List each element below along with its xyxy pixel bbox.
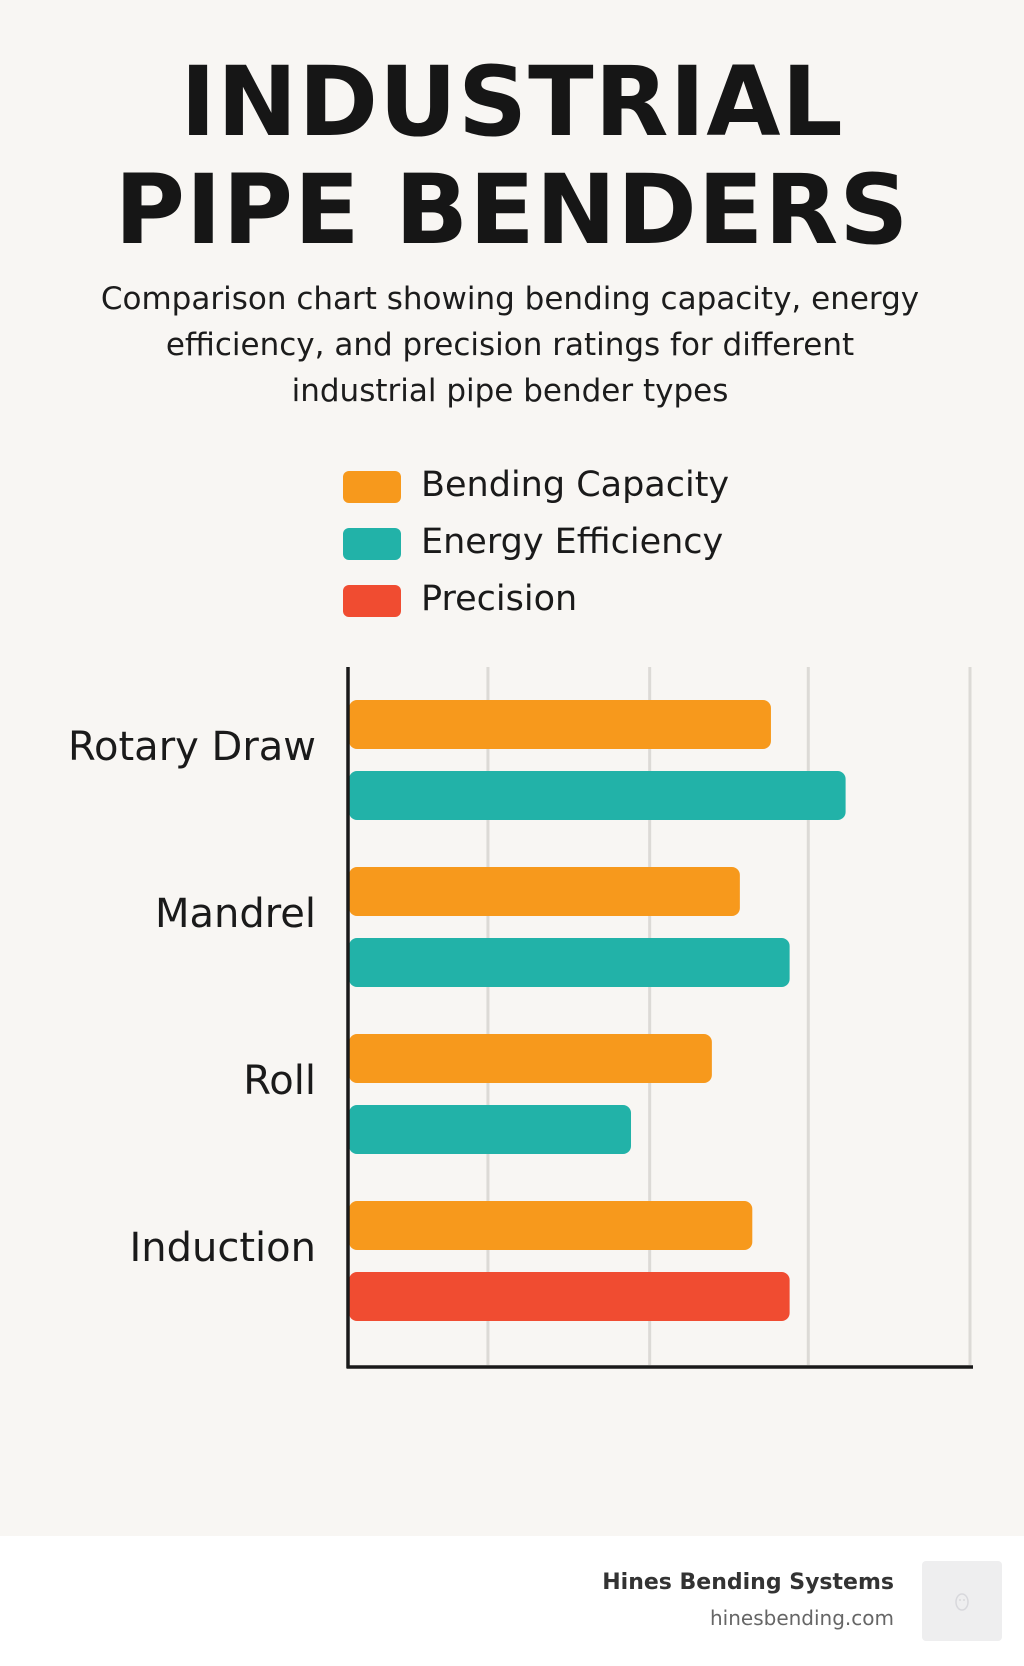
category-label: Rotary Draw	[68, 724, 316, 770]
category-label: Induction	[129, 1225, 316, 1271]
legend-label-precision: Precision	[421, 579, 578, 619]
footer: Hines Bending Systems hinesbending.com	[0, 1536, 1024, 1666]
legend-label-bending-capacity: Bending Capacity	[421, 465, 730, 505]
bar-induction-precision	[349, 1272, 790, 1321]
bar-roll-energy-efficiency	[349, 1105, 632, 1154]
legend-swatch-bending-capacity	[343, 471, 401, 503]
legend-swatch-energy-efficiency	[343, 528, 401, 560]
category-label: Roll	[243, 1058, 316, 1104]
bar-induction-bending-capacity	[349, 1201, 753, 1250]
footer-url: hinesbending.com	[709, 1606, 894, 1630]
legend-label-energy-efficiency: Energy Efficiency	[421, 522, 724, 562]
footer-brand: Hines Bending Systems	[602, 1570, 894, 1595]
legend-swatch-precision	[343, 585, 401, 617]
bar-roll-bending-capacity	[349, 1034, 712, 1083]
bar-mandrel-energy-efficiency	[349, 938, 790, 987]
chart-subtitle: Comparison chart showing bending capacit…	[100, 281, 920, 409]
title-line-1: INDUSTRIAL	[180, 46, 844, 158]
bar-rotary-draw-energy-efficiency	[349, 771, 846, 820]
bar-chart: Rotary Draw Mandrel Roll Induction	[68, 667, 973, 1369]
logo-placeholder-icon	[922, 1561, 1002, 1641]
logo-glyph-icon	[955, 1593, 969, 1611]
title-line-2: PIPE BENDERS	[114, 154, 910, 266]
category-label: Mandrel	[155, 891, 316, 937]
page-title: INDUSTRIAL PIPE BENDERS	[0, 48, 1024, 264]
bar-mandrel-bending-capacity	[349, 867, 740, 916]
bar-rotary-draw-bending-capacity	[349, 700, 771, 749]
